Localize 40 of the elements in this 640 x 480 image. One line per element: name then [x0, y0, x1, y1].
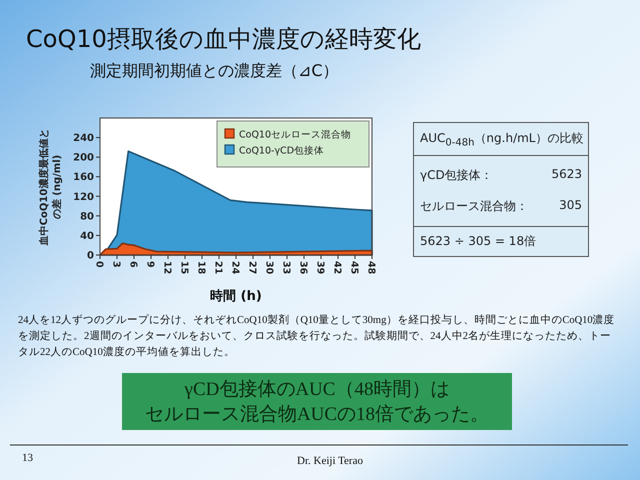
- y-tick-label: 80: [80, 211, 94, 222]
- x-tick-label: 18: [196, 261, 206, 275]
- y-tick-label: 160: [73, 172, 94, 184]
- chart-title: CoQ10摂取後の血中濃度の経時変化: [26, 25, 421, 53]
- x-tick-label: 12: [162, 261, 172, 274]
- y-tick-label: 240: [73, 133, 94, 144]
- text: 5623 ÷ 305 = 18倍: [419, 233, 538, 250]
- text: セルロース混合物：: [420, 198, 528, 216]
- x-tick-label: 42: [332, 261, 342, 274]
- text: γCD包接体のAUC（48時間）は: [184, 378, 450, 402]
- x-tick-label: 6: [128, 261, 138, 268]
- text: AUC$_{0-48h}$（ng.h/mL）の比較: [414, 123, 588, 156]
- text: 24人を12人ずつのグループに分け、それぞれCoQ10製剤（Q10量として30mg）を経口投与し、時間ごとに血中のCoQ10濃度を測定した。2週間のインターバルをおいて、クロス試験を行なった。試験期間で、24人中2名が生理になったため、トータル22人のCoQ10濃度の平均値を算出した。: [18, 313, 616, 360]
- y-tick-label: 40: [80, 230, 94, 242]
- chart-subtitle: 測定期間初期値との濃度差（⊿C）: [90, 61, 339, 80]
- text: γCD包接体：: [420, 167, 493, 184]
- x-tick-label: 30: [264, 261, 274, 275]
- x-tick-label: 24: [230, 261, 240, 275]
- x-tick-label: 27: [246, 261, 258, 274]
- text: Dr. Keiji Terao: [296, 455, 364, 467]
- x-tick-label: 21: [212, 261, 224, 274]
- legend-label: CoQ10セルロース混合物: [239, 128, 352, 140]
- x-axis-title: 時間 (h): [210, 289, 262, 304]
- x-tick-label: 15: [178, 261, 190, 274]
- x-tick-label: 48: [366, 261, 376, 275]
- y-axis-title: 血中CoQ10濃度最低値との差 (ng/ml): [38, 127, 64, 246]
- x-tick-label: 3: [110, 261, 122, 268]
- x-tick-label: 33: [280, 261, 292, 274]
- x-tick-label: 9: [144, 261, 156, 268]
- x-tick-label: 36: [298, 261, 308, 275]
- text: 305: [559, 198, 582, 214]
- x-tick-label: 45: [348, 261, 360, 274]
- x-tick-label: 0: [94, 261, 104, 268]
- text: 13: [22, 452, 33, 464]
- text: セルロース混合物AUCの18倍であった。: [144, 402, 490, 426]
- text: 5623: [551, 167, 582, 184]
- y-tick-label: 120: [73, 192, 94, 203]
- legend-label: CoQ10-γCD包接体: [239, 144, 324, 156]
- x-tick-label: 39: [314, 261, 326, 274]
- y-tick-label: 200: [73, 152, 94, 164]
